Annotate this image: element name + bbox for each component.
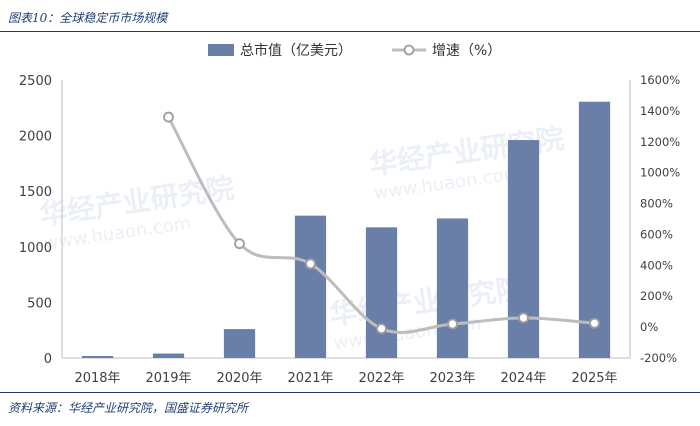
x-tick-label: 2019年 (145, 371, 191, 386)
y-right-tick-label: -200% (640, 351, 677, 365)
y-left-tick-label: 0 (44, 352, 52, 367)
x-tick-label: 2020年 (216, 371, 262, 386)
x-tick-label: 2024年 (500, 371, 546, 386)
source-rule (0, 392, 700, 393)
y-left-tick-label: 2000 (19, 130, 52, 145)
bar (365, 227, 398, 358)
bar (152, 353, 185, 358)
y-left-tick-label: 500 (27, 296, 52, 311)
x-tick-label: 2018年 (74, 371, 120, 386)
bar (81, 355, 114, 358)
y-right-tick-label: 0% (640, 320, 658, 334)
chart-area: 0 500 1000 1500 2000 2500 -200% 0% 200% 400% 600% 8… (19, 42, 680, 386)
x-tick-label: 2022年 (358, 371, 404, 386)
y-right-tick-label: 600% (640, 227, 673, 241)
growth-point (447, 318, 458, 330)
bar (507, 140, 540, 358)
figure-title: 图表10：全球稳定币市场规模 (8, 11, 168, 25)
bar (294, 215, 327, 358)
legend-marker-line (403, 44, 415, 56)
y-left-tick-label: 1000 (19, 241, 52, 256)
y-right-tick-label: 800% (640, 197, 673, 211)
y-left-tick-label: 1500 (19, 185, 52, 200)
y-right-tick-label: 400% (640, 258, 673, 272)
bar (436, 218, 469, 358)
y-left-tick-label: 2500 (19, 74, 52, 89)
y-right-tick-label: 1200% (640, 135, 680, 149)
x-tick-label: 2025年 (571, 371, 617, 386)
growth-point (163, 111, 174, 123)
y-right-tick-label: 200% (640, 289, 673, 303)
y-right-tick-label: 1400% (640, 104, 680, 118)
legend-swatch-bar (208, 44, 234, 56)
growth-point (305, 258, 316, 270)
legend-label-bar: 总市值（亿美元） (240, 42, 352, 59)
y-right-tick-label: 1600% (640, 73, 680, 87)
legend-label-line: 增速（%） (432, 43, 501, 59)
x-tick-label: 2023年 (429, 371, 475, 386)
bar (578, 101, 611, 359)
source-note: 资料来源：华经产业研究院，国盛证券研究所 (8, 401, 249, 415)
growth-point (234, 238, 245, 250)
bar (223, 329, 256, 358)
x-tick-label: 2021年 (287, 371, 333, 386)
y-right-tick-label: 1000% (640, 166, 680, 180)
title-rule (0, 31, 700, 32)
growth-point (589, 317, 600, 329)
growth-point (518, 312, 529, 324)
growth-point (376, 323, 387, 335)
